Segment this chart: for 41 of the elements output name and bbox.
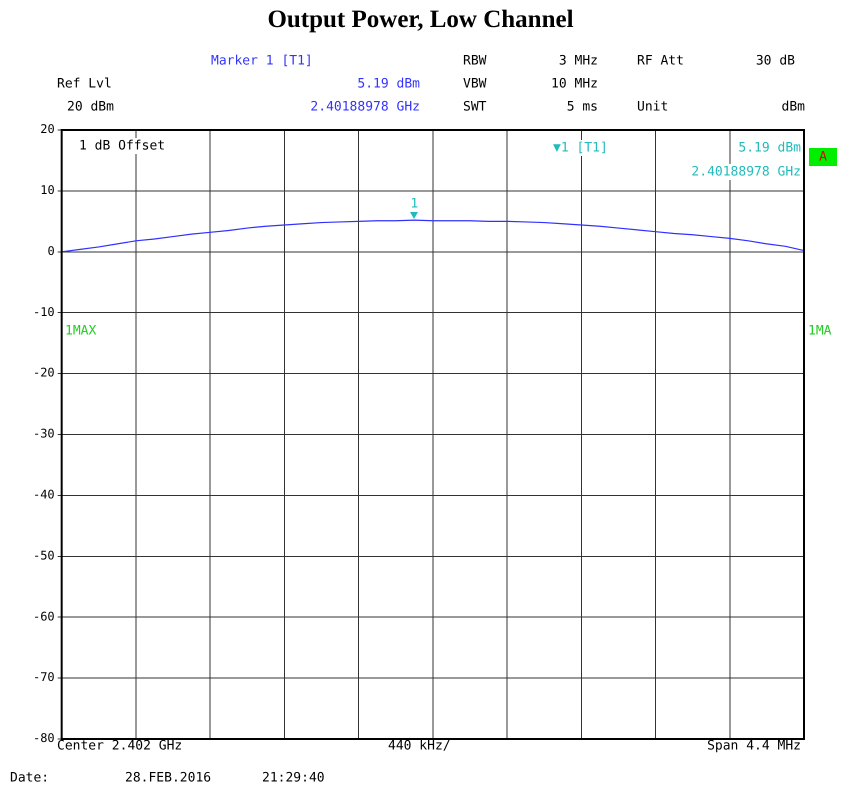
text: 21:29:40 (262, 770, 325, 786)
y-tick-label: -20 (32, 366, 55, 380)
annotation: Span 4.4 MHz (707, 738, 801, 754)
y-tick-label: -60 (32, 609, 55, 624)
text: 28.FEB.2016 (125, 770, 212, 786)
annotation: 1 (410, 196, 418, 212)
text: SWT (463, 99, 487, 114)
text: Date: (10, 770, 50, 786)
annotation: 2.40188978 GHz (691, 164, 801, 180)
text: 5 ms (566, 99, 598, 114)
text: 3 MHz (558, 53, 598, 68)
text: 10 MHz (551, 76, 598, 92)
annotation: 5.19 dBm (738, 140, 802, 156)
text: 30 dB (756, 53, 796, 68)
annotation: 1MAX (65, 323, 96, 338)
text: 20 dBm (67, 99, 114, 114)
y-tick-label: -50 (32, 548, 55, 562)
text: 2.40188978 GHz (310, 99, 420, 114)
text: A (819, 149, 828, 164)
y-tick-label: 0 (47, 244, 55, 258)
text: RF Att (637, 53, 684, 68)
y-tick-label: -70 (32, 670, 55, 684)
annotation: 1 dB Offset (79, 138, 166, 154)
y-tick-label: -10 (32, 304, 55, 319)
text: Unit (637, 99, 668, 114)
y-tick-label: -40 (32, 488, 55, 502)
y-tick-label: -30 (32, 426, 55, 441)
y-tick-label: 10 (40, 183, 55, 198)
text: VBW (463, 76, 487, 92)
y-tick-label: 20 (40, 122, 55, 136)
text: dBm (782, 99, 806, 114)
y-tick-label: -80 (32, 731, 55, 746)
chart-title: Output Power, Low Channel (266, 6, 575, 34)
annotation: Center 2.402 GHz (57, 738, 182, 754)
text: Ref Lvl (57, 76, 112, 92)
text: RBW (463, 53, 487, 68)
annotation: 440 kHz/ (388, 738, 451, 754)
text: 1MA (808, 323, 832, 338)
annotation: ▼1 [T1] (553, 140, 608, 156)
text: Marker 1 [T1] (211, 53, 313, 68)
text: 5.19 dBm (357, 76, 420, 92)
